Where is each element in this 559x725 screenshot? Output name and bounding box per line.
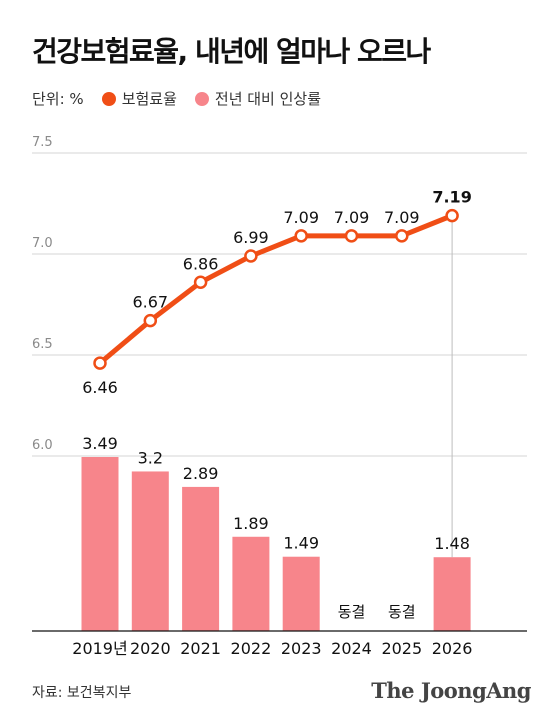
rate-value-label: 6.46 xyxy=(82,378,118,397)
x-tick-label: 2022 xyxy=(231,639,272,658)
rate-value-label: 7.09 xyxy=(283,208,319,227)
increase-value-label: 1.48 xyxy=(434,534,470,553)
rate-point xyxy=(294,229,308,243)
rate-point xyxy=(244,249,258,263)
increase-value-label: 3.49 xyxy=(82,434,118,453)
increase-value-label: 동결 xyxy=(388,603,416,621)
increase-bar xyxy=(433,557,471,631)
rate-point xyxy=(193,275,208,290)
brand-logo: The JoongAng xyxy=(371,678,531,703)
chart-title: 건강보험료율, 내년에 얼마나 오르나 xyxy=(32,35,431,68)
increase-value-label: 2.89 xyxy=(183,464,219,483)
increase-value-label: 동결 xyxy=(338,603,366,621)
x-tick-label: 2019년 xyxy=(72,639,127,658)
increase-bar xyxy=(81,457,119,631)
y-tick-label: 7.0 xyxy=(32,236,53,251)
increase-value-label: 1.89 xyxy=(233,514,269,533)
y-tick-label: 6.0 xyxy=(32,438,53,453)
rate-point xyxy=(395,229,409,243)
rate-point xyxy=(143,313,158,328)
y-tick-label: 6.5 xyxy=(32,337,53,352)
x-tick-label: 2023 xyxy=(281,639,322,658)
rate-value-label: 7.19 xyxy=(432,188,471,207)
increase-bar xyxy=(282,556,320,631)
legend-item-rate: 보험료율 xyxy=(101,88,177,109)
y-tick-label: 7.5 xyxy=(32,135,53,150)
x-tick-label: 2021 xyxy=(180,639,221,658)
legend: 단위: % 보험료율 전년 대비 인상률 xyxy=(32,88,339,109)
increase-bar xyxy=(182,486,220,631)
x-tick-label: 2024 xyxy=(331,639,372,658)
source-note: 자료: 보건복지부 xyxy=(32,685,132,701)
rate-value-label: 6.99 xyxy=(233,228,269,247)
x-tick-label: 2020 xyxy=(130,639,171,658)
increase-bar xyxy=(232,536,270,631)
increase-value-label: 3.2 xyxy=(138,448,163,467)
rate-point xyxy=(93,356,107,370)
rate-swatch-icon xyxy=(101,91,116,106)
legend-increase-label: 전년 대비 인상률 xyxy=(214,90,322,108)
rate-value-label: 6.86 xyxy=(183,254,219,273)
rate-point xyxy=(344,229,359,243)
rate-value-label: 7.09 xyxy=(334,208,370,227)
rate-point xyxy=(445,208,459,223)
legend-rate-label: 보험료율 xyxy=(121,90,177,108)
x-tick-label: 2025 xyxy=(381,639,422,658)
legend-item-increase: 전년 대비 인상률 xyxy=(194,88,322,109)
x-tick-label: 2026 xyxy=(432,639,473,658)
increase-bar xyxy=(131,471,169,631)
unit-label: 단위: % xyxy=(32,90,84,108)
rate-value-label: 7.09 xyxy=(384,208,420,227)
increase-value-label: 1.49 xyxy=(283,534,319,553)
rate-value-label: 6.67 xyxy=(132,293,168,312)
increase-swatch-icon xyxy=(194,91,209,106)
rate-series-line xyxy=(98,213,454,365)
